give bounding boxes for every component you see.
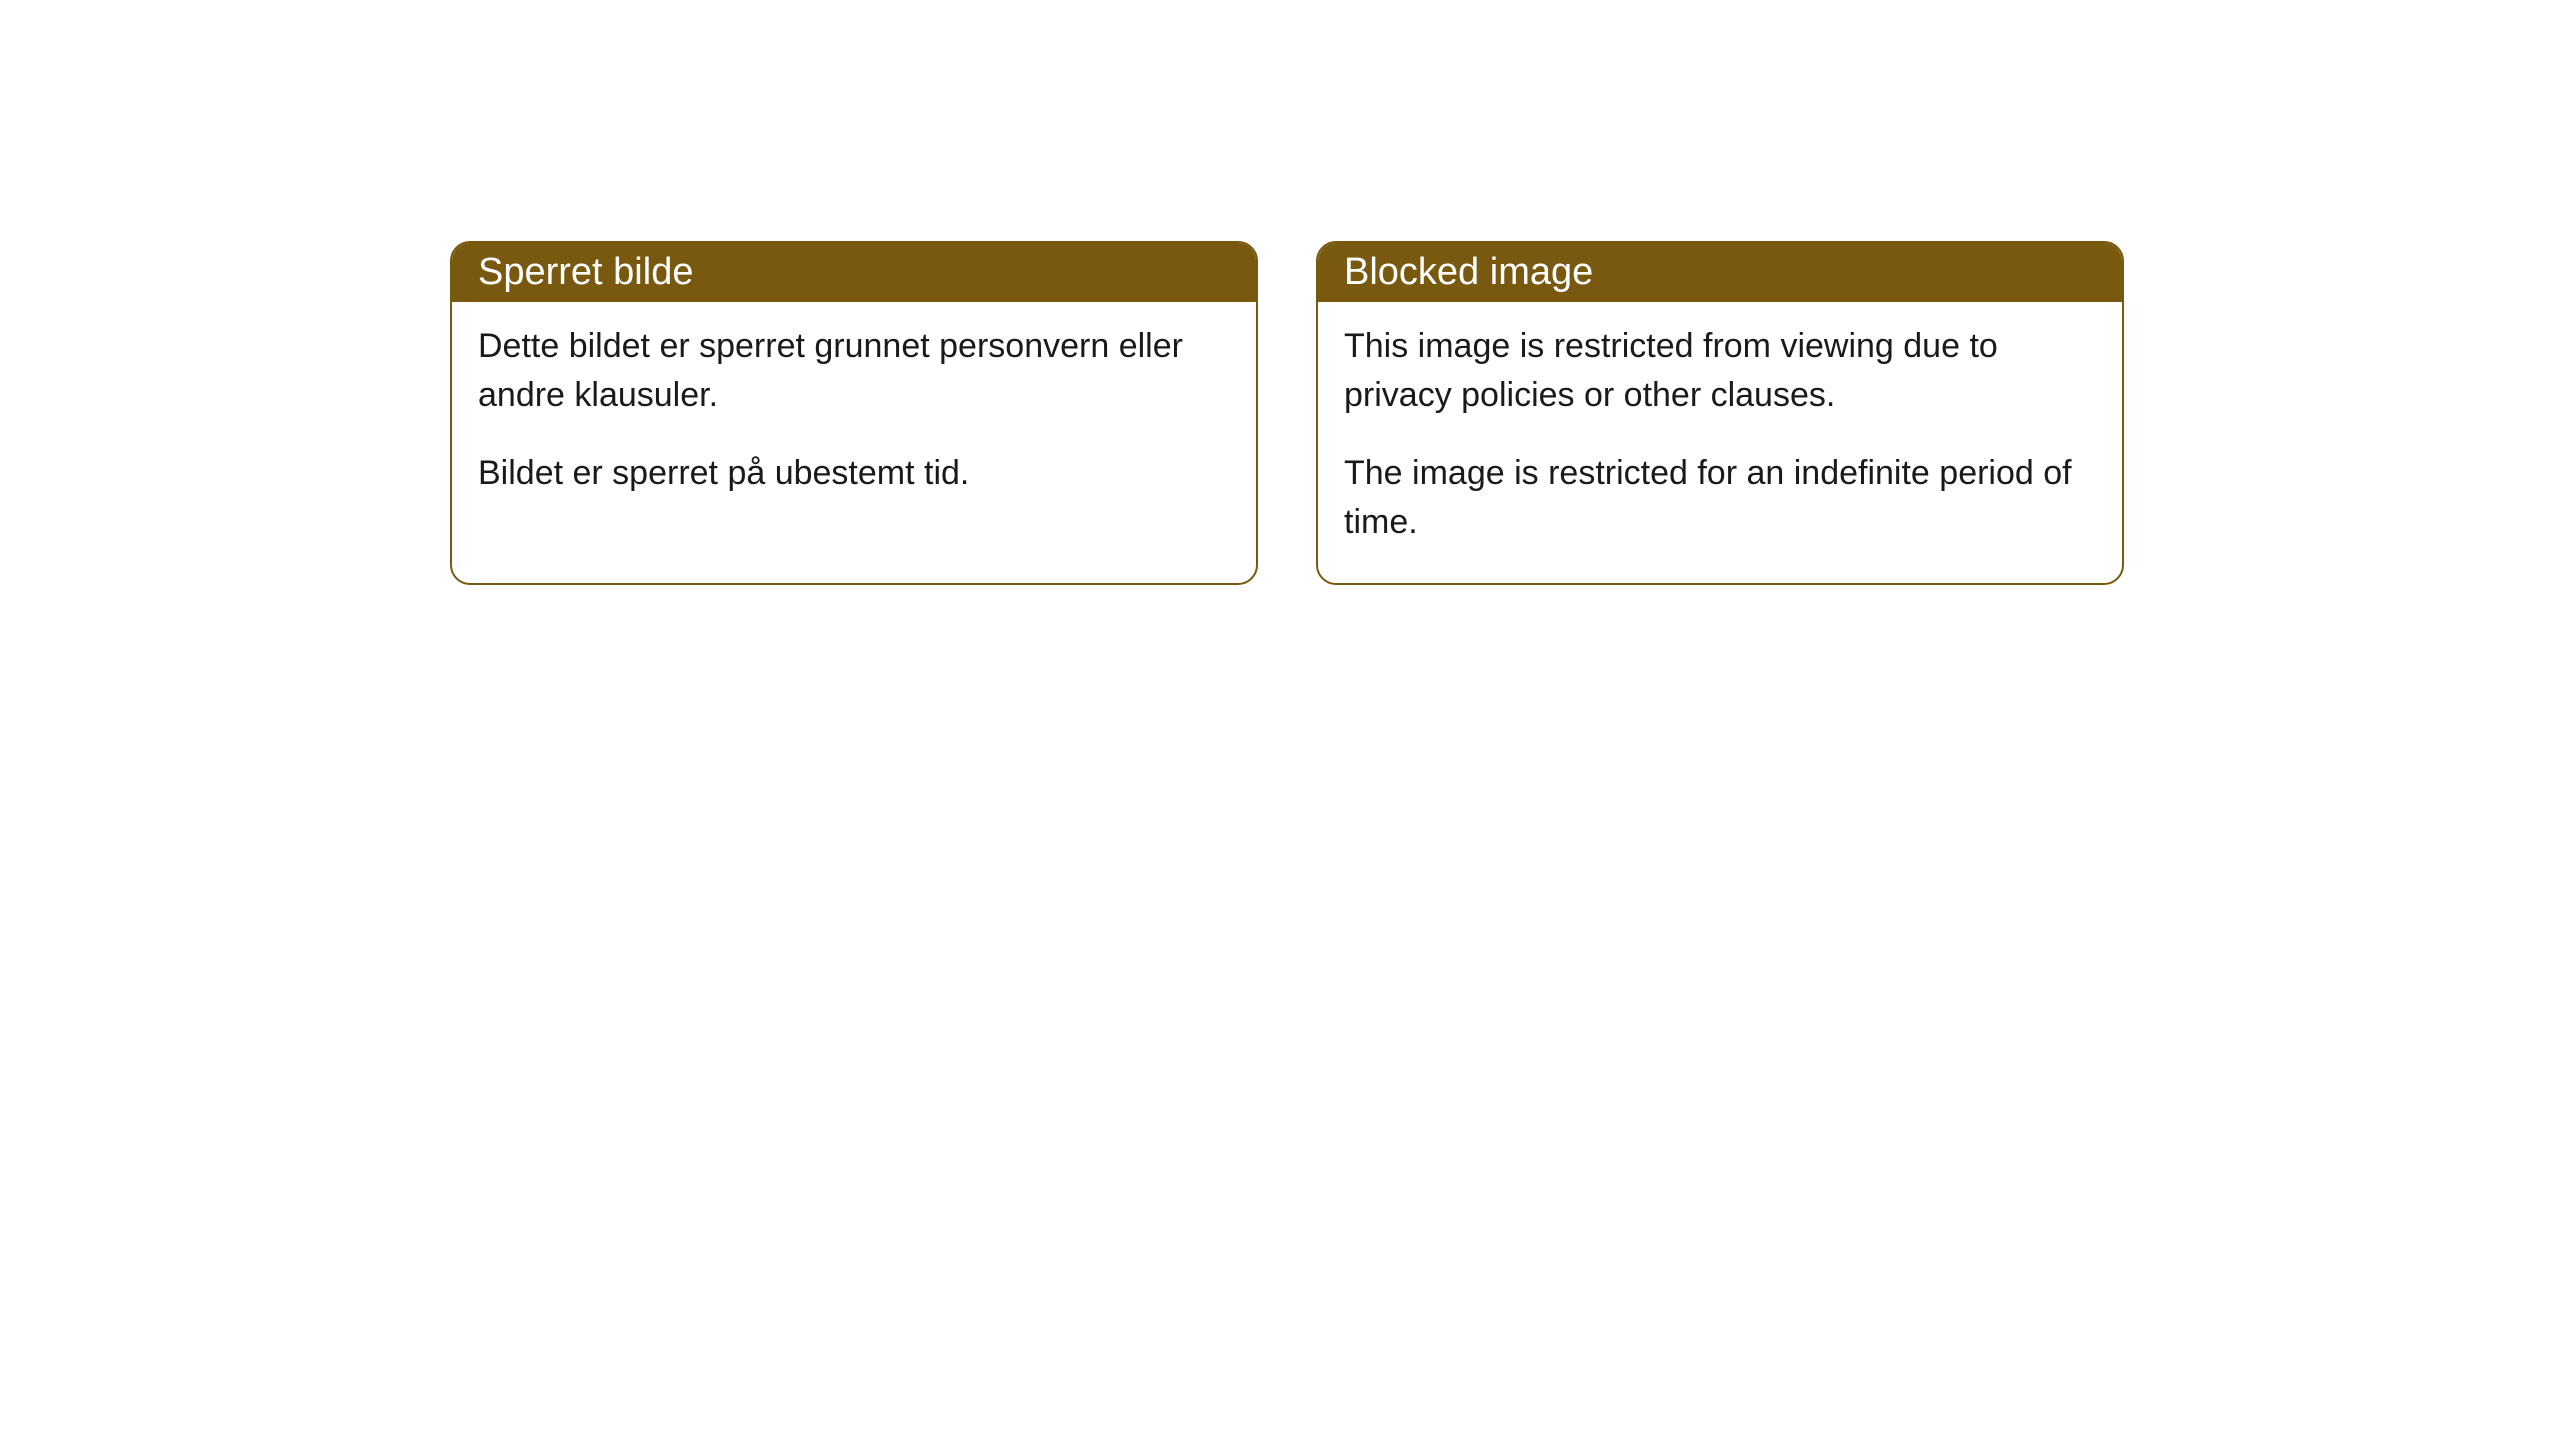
card-body: Dette bildet er sperret grunnet personve… <box>452 302 1256 534</box>
card-paragraph: This image is restricted from viewing du… <box>1344 322 2096 421</box>
notice-card-norwegian: Sperret bilde Dette bildet er sperret gr… <box>450 241 1258 585</box>
card-title: Sperret bilde <box>452 243 1256 302</box>
notice-card-english: Blocked image This image is restricted f… <box>1316 241 2124 585</box>
card-body: This image is restricted from viewing du… <box>1318 302 2122 583</box>
card-title: Blocked image <box>1318 243 2122 302</box>
notice-cards-container: Sperret bilde Dette bildet er sperret gr… <box>450 241 2124 585</box>
card-paragraph: Dette bildet er sperret grunnet personve… <box>478 322 1230 421</box>
card-paragraph: The image is restricted for an indefinit… <box>1344 449 2096 548</box>
card-paragraph: Bildet er sperret på ubestemt tid. <box>478 449 1230 498</box>
